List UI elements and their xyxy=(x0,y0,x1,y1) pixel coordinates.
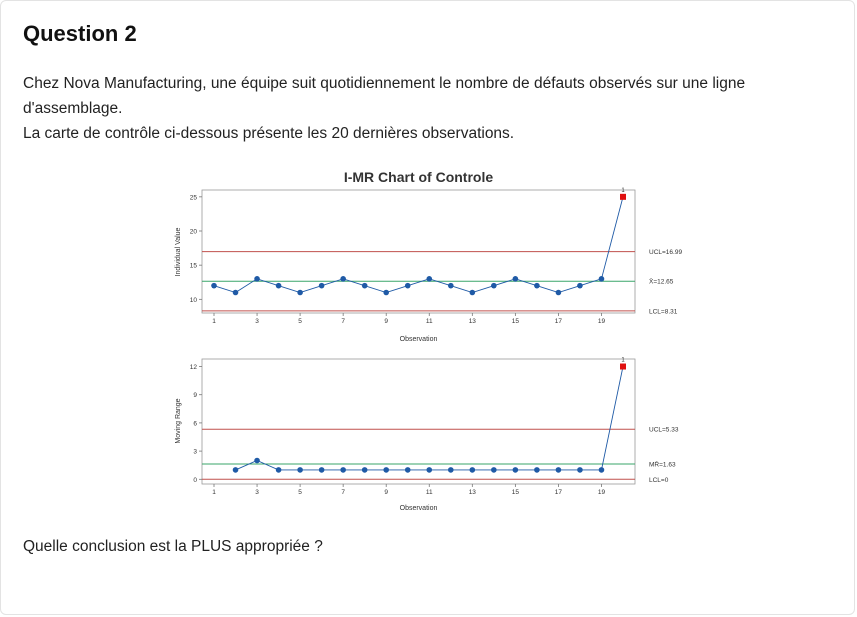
data-point xyxy=(598,276,605,282)
data-point xyxy=(254,276,260,282)
x-tick-label: 19 xyxy=(598,489,606,496)
y-tick-label: 15 xyxy=(190,263,198,270)
question-prompt: Quelle conclusion est la PLUS appropriée… xyxy=(23,538,323,555)
imr-chart-figure: I-MR Chart of Controle 10 15 20 25 1 3 5 7 9 11 13 1… xyxy=(168,160,708,525)
data-point xyxy=(340,467,346,473)
chart-title: I-MR Chart of Controle xyxy=(344,169,494,185)
x-tick-label: 11 xyxy=(426,489,433,496)
data-point xyxy=(491,282,497,289)
series-line xyxy=(235,366,624,471)
data-point xyxy=(211,282,217,289)
y-tick-label: 12 xyxy=(190,364,198,371)
data-point xyxy=(297,467,303,473)
data-point xyxy=(447,282,454,289)
x-tick-label: 17 xyxy=(555,318,563,325)
data-point xyxy=(404,282,411,289)
data-point xyxy=(361,282,368,289)
data-point xyxy=(577,467,583,473)
x-tick-label: 15 xyxy=(512,489,520,496)
data-point xyxy=(598,467,605,473)
data-point xyxy=(318,467,325,473)
data-point xyxy=(512,276,519,282)
data-point xyxy=(297,289,303,296)
data-point xyxy=(383,289,390,296)
y-tick-label: 0 xyxy=(193,477,197,484)
data-point xyxy=(426,467,433,473)
data-point xyxy=(254,457,260,464)
x-tick-label: 7 xyxy=(341,489,345,496)
y-tick-label: 20 xyxy=(190,229,198,236)
series-line xyxy=(213,196,624,293)
x-tick-label: 17 xyxy=(555,489,563,496)
x-tick-label: 5 xyxy=(298,489,302,496)
x-tick-label: 9 xyxy=(384,489,388,496)
x-axis-label: Observation xyxy=(400,336,438,343)
data-point xyxy=(469,289,476,296)
data-point xyxy=(469,467,476,473)
y-tick-label: 10 xyxy=(190,297,198,304)
x-tick-label: 11 xyxy=(426,318,433,325)
out-of-control-point xyxy=(620,363,626,370)
x-tick-label: 5 xyxy=(298,318,302,325)
x-tick-label: 3 xyxy=(255,318,259,325)
control-limit-label: UCL=5.33 xyxy=(649,427,679,434)
x-tick-label: 7 xyxy=(341,318,345,325)
control-limit-label: UCL=16.99 xyxy=(649,249,682,256)
data-point xyxy=(555,289,562,296)
data-point xyxy=(555,467,562,473)
x-tick-label: 15 xyxy=(512,318,520,325)
x-tick-label: 1 xyxy=(212,489,216,496)
data-point xyxy=(512,467,519,473)
alarm-test-label: 1 xyxy=(621,358,625,364)
data-point xyxy=(577,282,583,289)
data-point xyxy=(361,467,368,473)
data-point xyxy=(534,467,540,473)
y-tick-label: 6 xyxy=(193,420,197,427)
control-limit-label: X̄=12.65 xyxy=(649,278,674,286)
plot-frame xyxy=(201,358,636,485)
y-tick-label: 3 xyxy=(193,449,197,456)
x-axis-label: Observation xyxy=(400,505,438,512)
control-limit-label: LCL=8.31 xyxy=(649,308,678,315)
data-point xyxy=(318,282,325,289)
data-point xyxy=(275,282,282,289)
out-of-control-point xyxy=(620,193,626,200)
y-tick-label: 25 xyxy=(190,194,198,201)
y-axis-label: Moving Range xyxy=(175,398,182,443)
x-tick-label: 1 xyxy=(212,318,216,325)
x-tick-label: 9 xyxy=(384,318,388,325)
alarm-test-label: 1 xyxy=(621,188,625,194)
data-point xyxy=(340,276,346,282)
x-tick-label: 13 xyxy=(469,489,477,496)
question-title: Question 2 xyxy=(23,21,137,46)
data-point xyxy=(447,467,454,473)
x-tick-label: 3 xyxy=(255,489,259,496)
data-point xyxy=(232,289,239,296)
question-statement: Chez Nova Manufacturing, une équipe suit… xyxy=(23,71,823,146)
data-point xyxy=(275,467,282,473)
data-point xyxy=(404,467,411,473)
data-point xyxy=(383,467,390,473)
x-tick-label: 13 xyxy=(469,318,477,325)
x-tick-label: 19 xyxy=(598,318,606,325)
control-limit-label: LCL=0 xyxy=(649,477,669,484)
control-limit-label: MR̄=1.63 xyxy=(649,460,676,468)
data-point xyxy=(426,276,433,282)
y-tick-label: 9 xyxy=(193,392,197,399)
question-paragraph: La carte de contrôle ci-dessous présente… xyxy=(23,125,515,142)
data-point xyxy=(534,282,540,289)
question-paragraph: Chez Nova Manufacturing, une équipe suit… xyxy=(23,75,746,117)
data-point xyxy=(491,467,497,473)
y-axis-label: Individual Value xyxy=(175,227,182,276)
data-point xyxy=(232,467,239,473)
